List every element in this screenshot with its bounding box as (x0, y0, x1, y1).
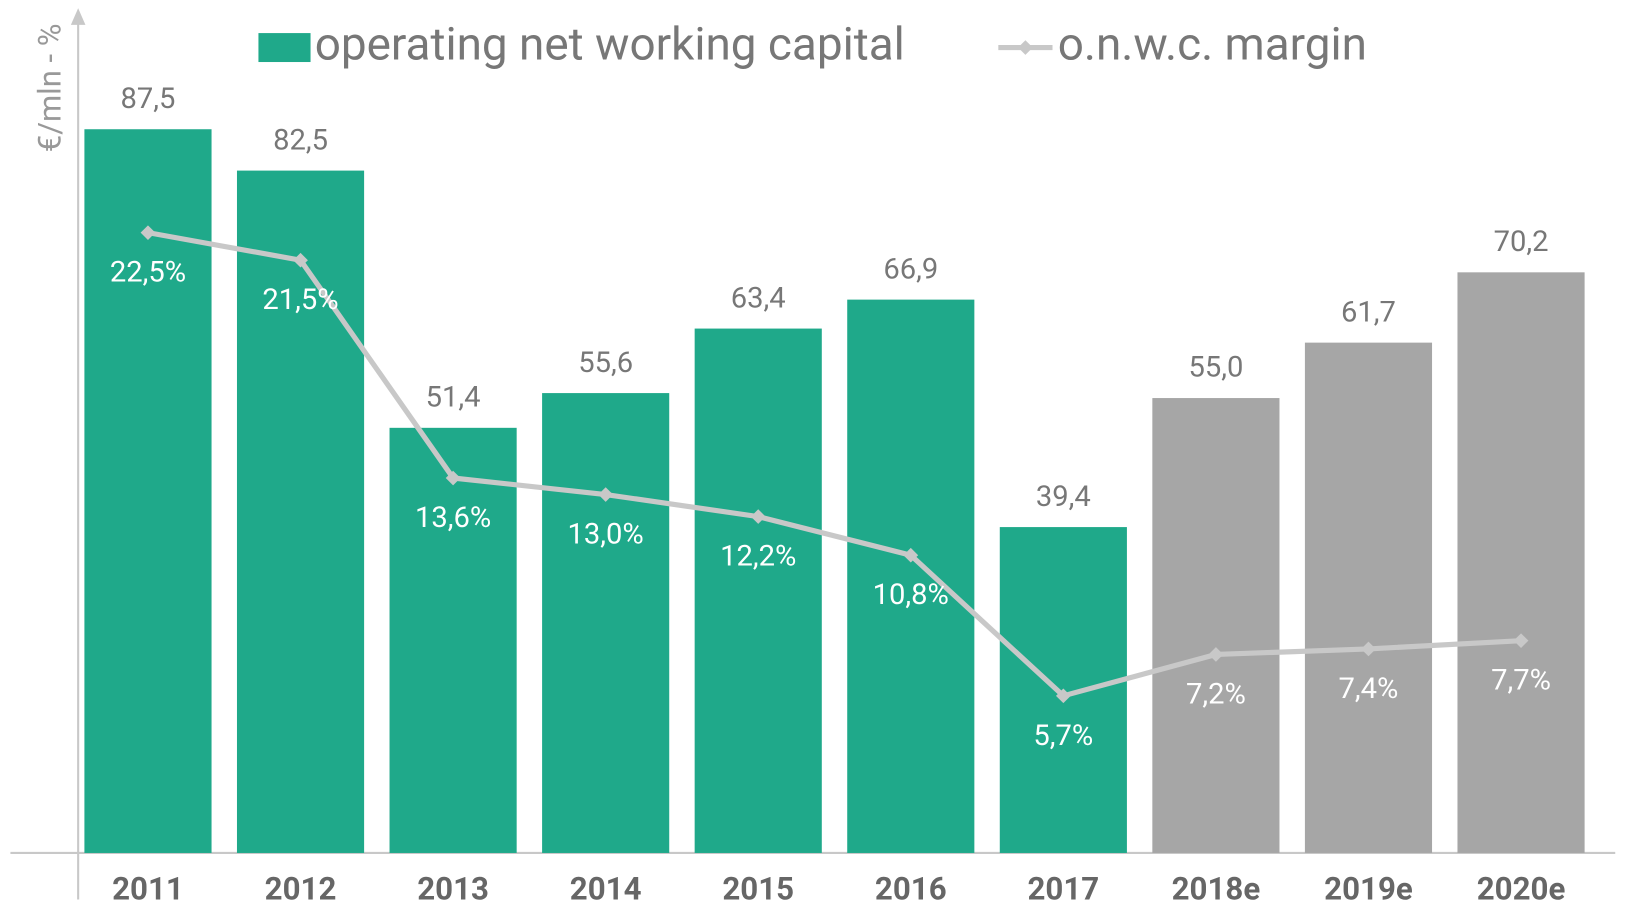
line-value-label: 12,2% (720, 540, 796, 574)
x-tick-label: 2020e (1477, 871, 1566, 908)
bar (694, 328, 822, 853)
x-tick-label: 2012 (265, 871, 337, 908)
line-marker (445, 470, 461, 486)
line (147, 230, 1522, 699)
bar-value-label: 51,4 (426, 381, 481, 415)
bar (389, 427, 517, 853)
y-axis-label: €/mln - % (31, 24, 68, 153)
line-marker (903, 547, 919, 563)
line-value-label: 7,4% (1339, 672, 1399, 706)
x-tick-label: 2014 (570, 871, 642, 908)
bar (84, 129, 212, 853)
line-value-label: 22,5% (110, 256, 186, 290)
line-marker (750, 509, 766, 524)
line-value-label: 13,6% (415, 501, 491, 535)
line-marker (1208, 647, 1224, 662)
bar (847, 299, 975, 853)
legend-swatch (258, 33, 311, 63)
x-tick-label: 2019e (1324, 871, 1413, 908)
bar (1457, 272, 1585, 853)
line-value-label: 13,0% (568, 518, 644, 552)
legend-label: o.n.w.c. margin (1058, 19, 1367, 72)
bar-value-label: 63,4 (731, 281, 786, 315)
bar-value-label: 66,9 (883, 252, 938, 286)
line-value-label: 21,5% (262, 283, 338, 317)
line-value-label: 10,8% (873, 578, 949, 612)
bar-value-label: 61,7 (1341, 295, 1396, 329)
x-tick-label: 2017 (1027, 871, 1099, 908)
y-axis-arrow (70, 8, 86, 25)
line-marker (1361, 641, 1376, 657)
line-marker (1513, 633, 1529, 648)
bar (1304, 342, 1433, 853)
legend-label: operating net working capital (315, 19, 905, 72)
line-value-label: 7,2% (1186, 678, 1246, 712)
bar (1152, 398, 1280, 853)
bar-value-label: 87,5 (121, 82, 176, 116)
line-marker (1055, 688, 1071, 704)
bar-value-label: 55,0 (1188, 351, 1243, 385)
bar (236, 170, 365, 853)
line-marker (598, 487, 614, 502)
line-marker (140, 225, 156, 240)
legend-marker (1018, 40, 1033, 55)
x-tick-label: 2016 (875, 871, 947, 908)
line-value-label: 5,7% (1033, 719, 1093, 753)
x-tick-label: 2015 (722, 871, 794, 908)
line-value-label: 7,7% (1491, 664, 1551, 698)
bar-value-label: 55,6 (578, 346, 633, 380)
bar (542, 393, 670, 853)
x-tick-label: 2011 (112, 871, 184, 908)
bar-value-label: 70,2 (1494, 225, 1549, 259)
x-tick-label: 2013 (417, 871, 489, 908)
bar-value-label: 82,5 (273, 123, 328, 157)
x-tick-label: 2018e (1172, 871, 1261, 908)
bar-value-label: 39,4 (1036, 480, 1091, 514)
